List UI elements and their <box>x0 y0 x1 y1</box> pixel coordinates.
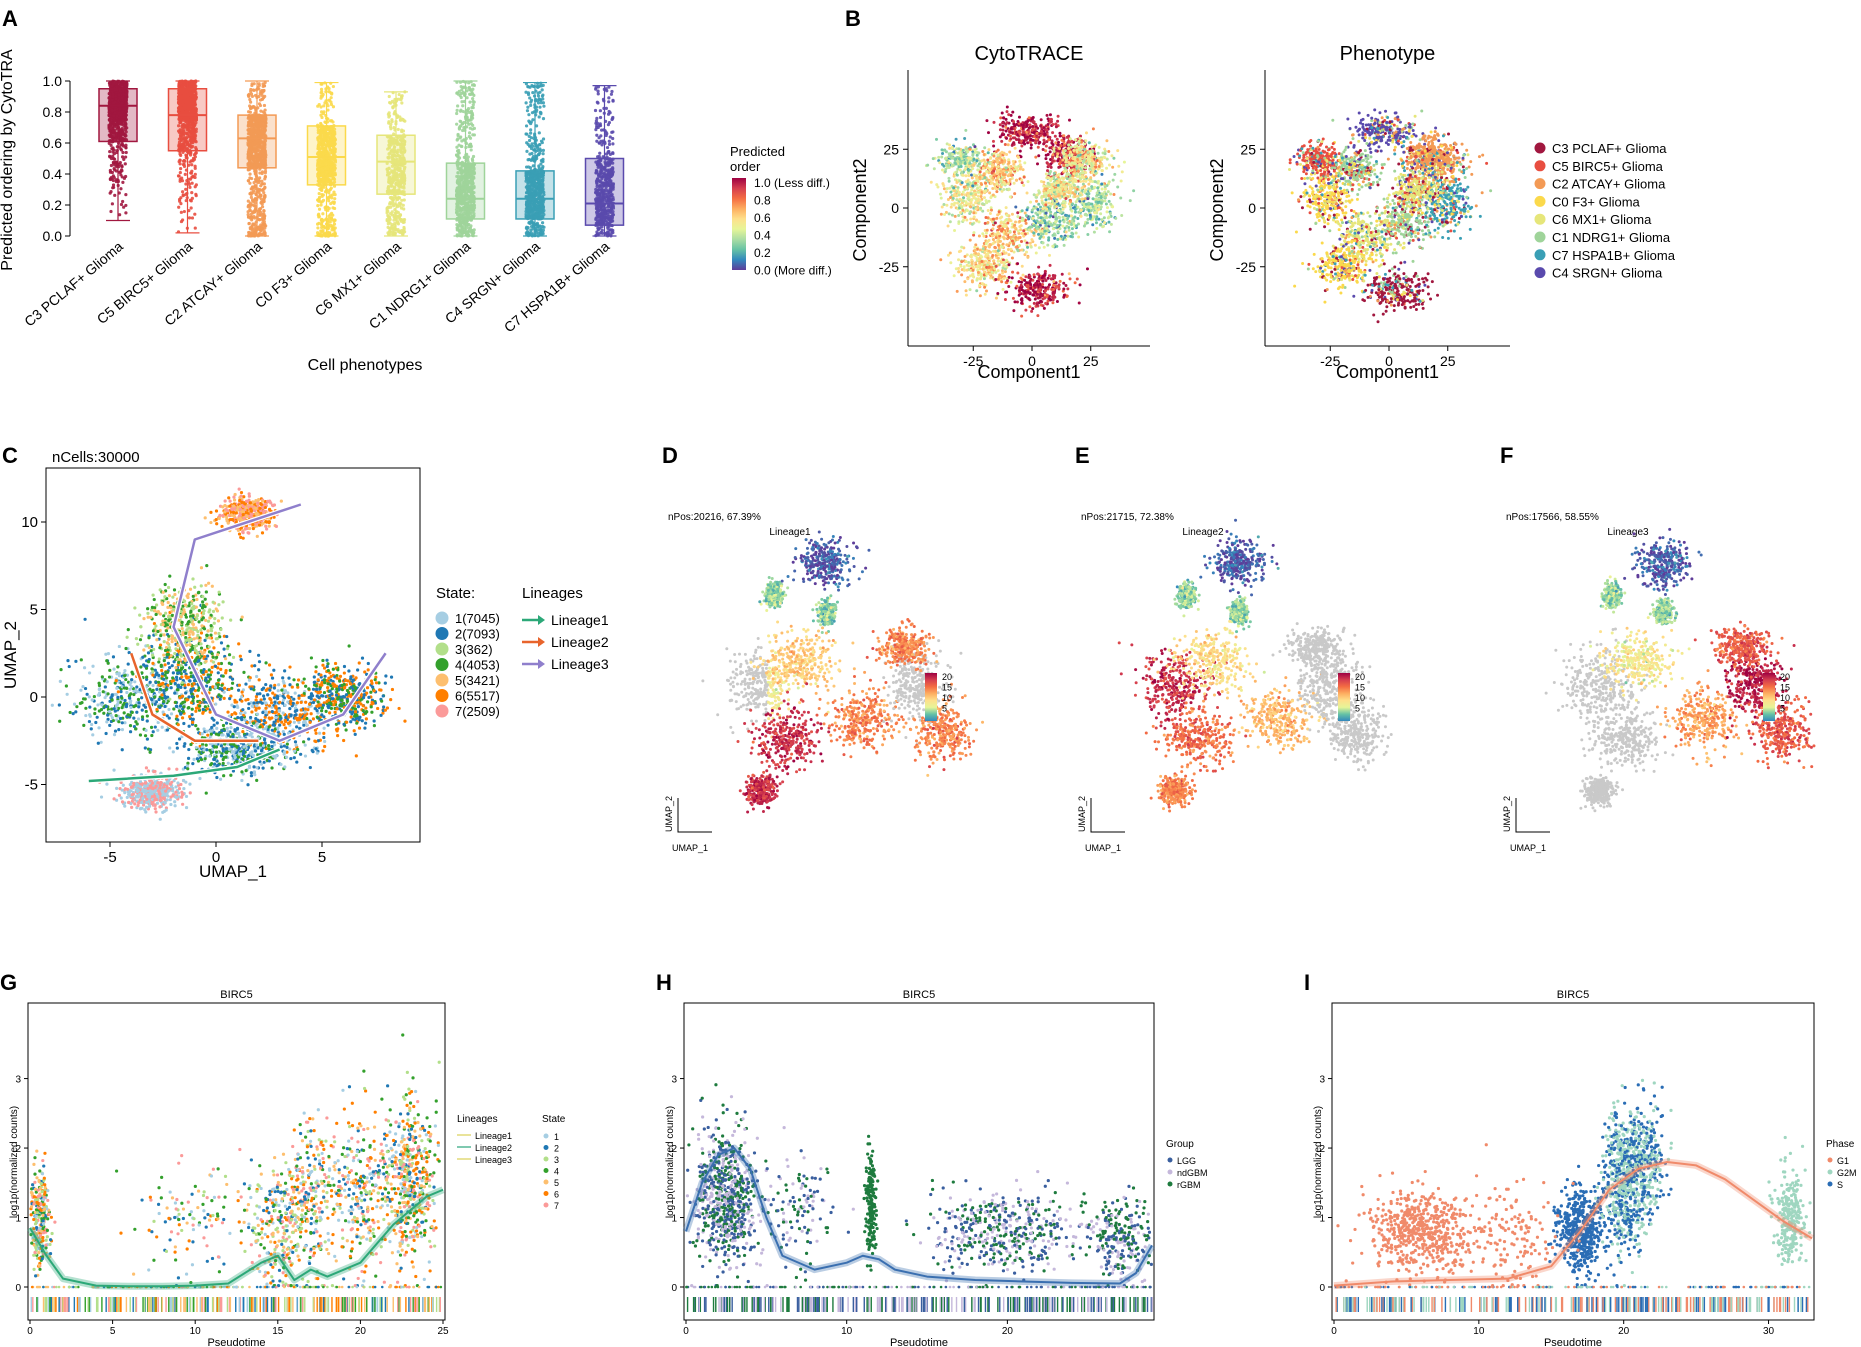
data-point <box>111 150 114 153</box>
data-point <box>112 82 115 85</box>
data-point <box>122 206 125 209</box>
data-point <box>124 146 127 149</box>
data-point <box>119 187 122 190</box>
data-point <box>109 144 112 147</box>
data-point <box>113 194 116 197</box>
y-tick-label: 0.4 <box>43 166 63 182</box>
data-point <box>120 143 123 146</box>
data-point <box>109 210 112 213</box>
data-point <box>190 163 193 166</box>
panel-a: 0.0 0.2 0.4 0.6 0.8 1.0 Predicted ordering by … <box>0 49 624 374</box>
y-tick-label: 0.2 <box>43 197 63 213</box>
data-point <box>111 146 114 149</box>
data-point <box>125 85 128 88</box>
data-point <box>109 169 112 172</box>
data-point <box>119 84 122 87</box>
data-point <box>110 164 113 167</box>
data-point <box>124 193 127 196</box>
y-tick-label: 0.0 <box>43 228 63 244</box>
data-point <box>109 178 112 181</box>
data-point <box>121 155 124 158</box>
data-point <box>195 183 198 186</box>
data-point <box>109 192 112 195</box>
y-tick-label: 1.0 <box>43 73 63 89</box>
data-point <box>120 203 123 206</box>
panel-label-a: A <box>2 6 18 31</box>
data-point <box>112 179 115 182</box>
data-point <box>120 164 123 167</box>
data-point <box>112 186 115 189</box>
y-tick-label: 0.8 <box>43 104 63 120</box>
data-point <box>124 162 127 165</box>
data-point <box>183 165 186 168</box>
data-point <box>111 202 114 205</box>
data-point <box>123 177 126 180</box>
data-point <box>190 191 193 194</box>
data-point <box>124 211 127 214</box>
box-2 <box>169 79 207 233</box>
data-point <box>119 173 122 176</box>
data-point <box>119 170 122 173</box>
y-axis-title: Predicted ordering by CytoTRA <box>0 49 16 271</box>
data-point <box>179 167 182 170</box>
data-point <box>119 147 122 150</box>
box-body <box>99 89 137 142</box>
box-1 <box>99 80 137 221</box>
data-point <box>112 161 115 164</box>
figure-canvas: A 0.0 0.2 0.4 0.6 0.8 1.0 Predicted ordering by… <box>0 0 1861 1347</box>
data-point <box>121 200 124 203</box>
y-tick-label: 0.6 <box>43 135 63 151</box>
data-point <box>108 150 111 153</box>
data-point <box>177 206 180 209</box>
data-point <box>112 157 115 160</box>
data-point <box>125 151 128 154</box>
data-point <box>194 167 197 170</box>
data-point <box>119 161 122 164</box>
data-point <box>191 216 194 219</box>
data-point <box>121 181 124 184</box>
